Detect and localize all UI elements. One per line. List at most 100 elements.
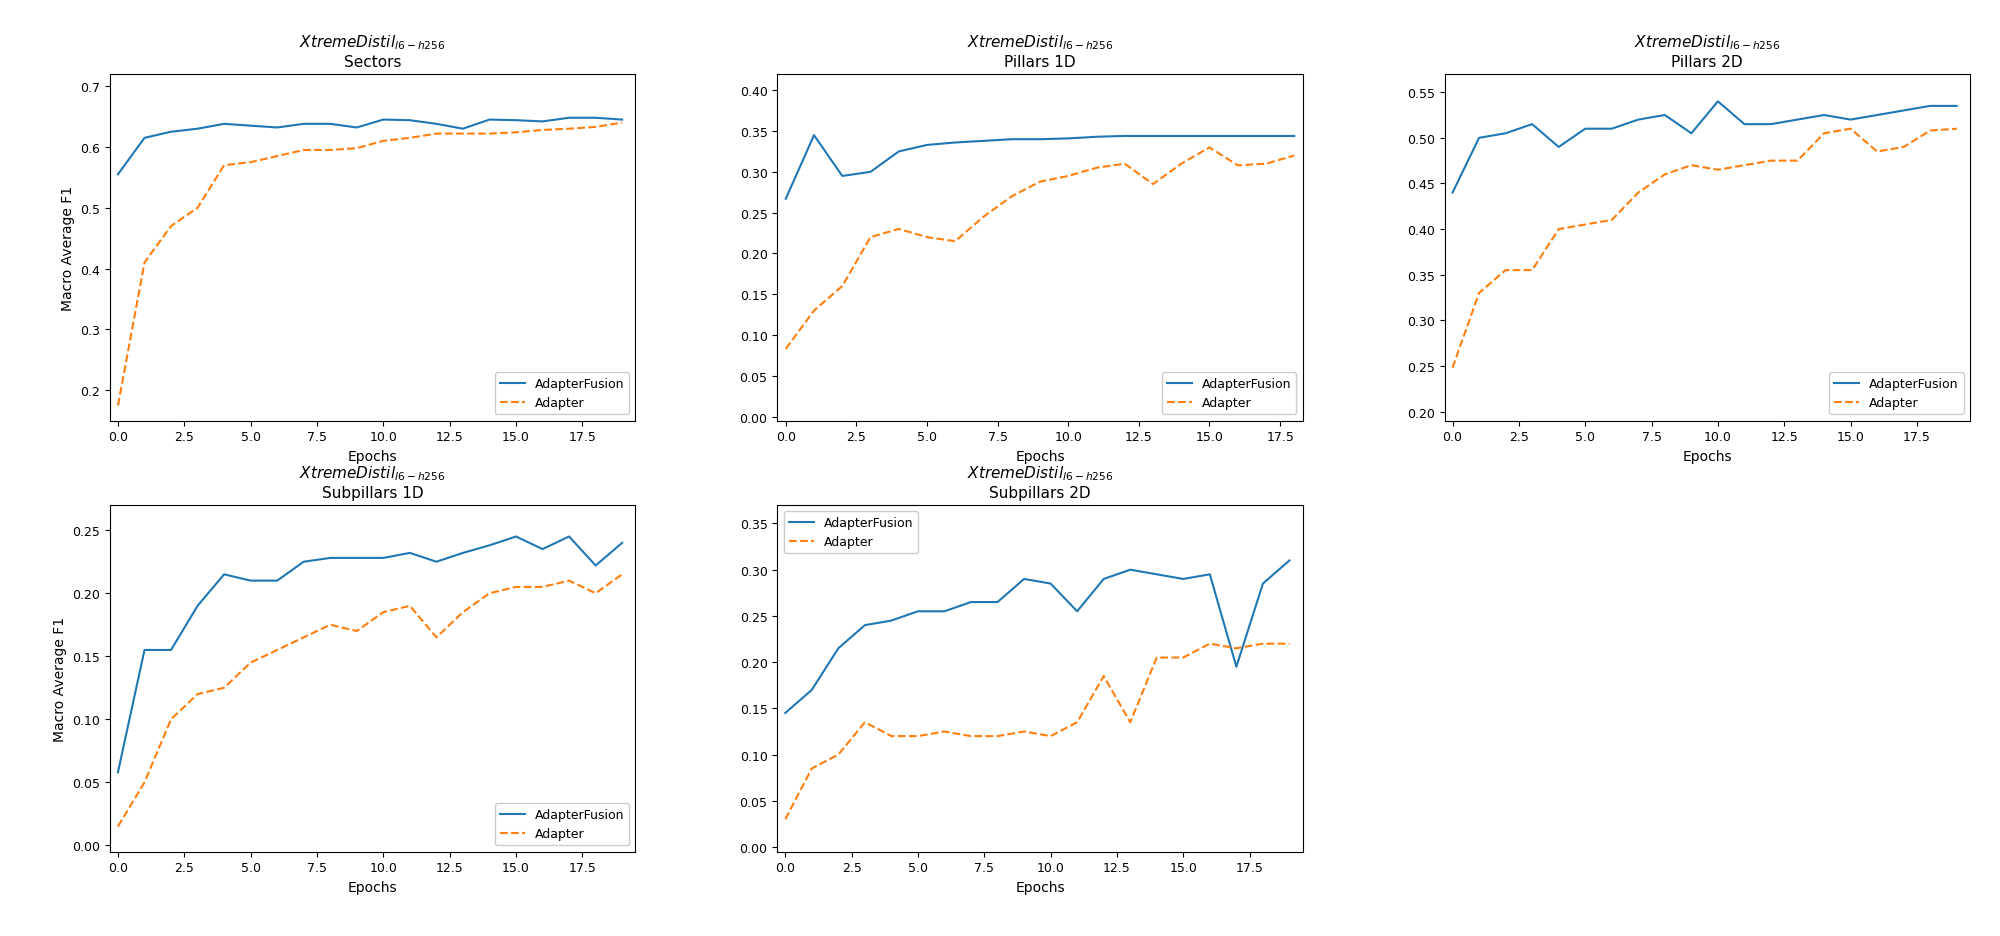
Adapter bbox=[1520, 265, 1544, 276]
X-axis label: Epochs: Epochs bbox=[348, 449, 398, 463]
Adapter bbox=[944, 236, 968, 247]
Adapter bbox=[1144, 652, 1168, 664]
AdapterFusion bbox=[830, 171, 854, 183]
Adapter bbox=[186, 689, 210, 700]
Adapter bbox=[972, 212, 996, 223]
Adapter bbox=[1000, 192, 1024, 203]
Adapter bbox=[504, 581, 528, 592]
Legend: AdapterFusion, Adapter: AdapterFusion, Adapter bbox=[1162, 373, 1296, 415]
Adapter bbox=[344, 626, 368, 637]
Line: AdapterFusion: AdapterFusion bbox=[1452, 102, 1956, 194]
Adapter bbox=[212, 682, 236, 694]
Line: AdapterFusion: AdapterFusion bbox=[118, 537, 622, 772]
AdapterFusion bbox=[424, 119, 448, 130]
AdapterFusion bbox=[292, 557, 316, 568]
Adapter bbox=[1838, 124, 1862, 135]
AdapterFusion bbox=[504, 532, 528, 543]
AdapterFusion bbox=[530, 117, 554, 128]
AdapterFusion bbox=[1198, 131, 1222, 142]
AdapterFusion bbox=[610, 115, 634, 126]
Adapter bbox=[292, 632, 316, 643]
Adapter bbox=[1170, 159, 1194, 170]
AdapterFusion bbox=[1012, 574, 1036, 585]
Legend: AdapterFusion, Adapter: AdapterFusion, Adapter bbox=[494, 373, 630, 415]
Adapter bbox=[1226, 161, 1250, 172]
Adapter bbox=[1254, 159, 1278, 170]
Adapter bbox=[372, 607, 396, 618]
Adapter bbox=[1084, 163, 1108, 174]
Adapter bbox=[186, 203, 210, 214]
AdapterFusion bbox=[610, 537, 634, 548]
AdapterFusion bbox=[160, 127, 184, 139]
Adapter bbox=[774, 813, 798, 825]
Adapter bbox=[800, 763, 824, 774]
Adapter bbox=[132, 777, 156, 788]
AdapterFusion bbox=[266, 576, 290, 587]
AdapterFusion bbox=[1600, 124, 1624, 135]
AdapterFusion bbox=[398, 548, 422, 559]
Adapter bbox=[1574, 220, 1598, 231]
Adapter bbox=[1224, 643, 1248, 654]
Adapter bbox=[852, 717, 876, 728]
Line: Adapter: Adapter bbox=[786, 148, 1294, 349]
Adapter bbox=[610, 569, 634, 580]
AdapterFusion bbox=[1918, 101, 1942, 112]
Adapter bbox=[584, 588, 608, 599]
Adapter bbox=[558, 124, 582, 135]
AdapterFusion bbox=[344, 553, 368, 564]
Adapter bbox=[318, 620, 342, 631]
AdapterFusion bbox=[424, 557, 448, 568]
AdapterFusion bbox=[372, 553, 396, 564]
Adapter bbox=[478, 588, 502, 599]
AdapterFusion bbox=[132, 645, 156, 656]
Title: $\mathit{XtremeDistil}_{l6-h256}$
Pillars 2D: $\mathit{XtremeDistil}_{l6-h256}$ Pillar… bbox=[1634, 34, 1780, 69]
AdapterFusion bbox=[1198, 569, 1222, 580]
AdapterFusion bbox=[1282, 131, 1306, 142]
Line: AdapterFusion: AdapterFusion bbox=[118, 119, 622, 175]
AdapterFusion bbox=[1144, 569, 1168, 580]
AdapterFusion bbox=[1520, 120, 1544, 131]
Adapter bbox=[1468, 288, 1492, 300]
Adapter bbox=[932, 726, 956, 738]
AdapterFusion bbox=[1944, 101, 1968, 112]
Adapter bbox=[398, 133, 422, 144]
Adapter bbox=[398, 601, 422, 612]
AdapterFusion bbox=[504, 115, 528, 126]
Adapter bbox=[266, 152, 290, 163]
Adapter bbox=[160, 221, 184, 232]
Adapter bbox=[106, 401, 130, 412]
AdapterFusion bbox=[852, 620, 876, 631]
AdapterFusion bbox=[800, 684, 824, 695]
AdapterFusion bbox=[212, 569, 236, 580]
Adapter bbox=[504, 127, 528, 139]
AdapterFusion bbox=[186, 124, 210, 135]
Adapter bbox=[1600, 215, 1624, 227]
Adapter bbox=[1732, 160, 1756, 171]
AdapterFusion bbox=[1680, 128, 1704, 139]
AdapterFusion bbox=[1038, 578, 1062, 590]
AdapterFusion bbox=[1066, 606, 1090, 617]
AdapterFusion bbox=[986, 597, 1010, 608]
Adapter bbox=[450, 607, 474, 618]
Adapter bbox=[1250, 638, 1274, 650]
AdapterFusion bbox=[826, 643, 850, 654]
Line: AdapterFusion: AdapterFusion bbox=[786, 136, 1294, 199]
Adapter bbox=[1198, 142, 1222, 154]
Legend: AdapterFusion, Adapter: AdapterFusion, Adapter bbox=[1830, 373, 1964, 415]
AdapterFusion bbox=[530, 544, 554, 555]
AdapterFusion bbox=[1812, 110, 1836, 122]
X-axis label: Epochs: Epochs bbox=[1682, 449, 1732, 463]
AdapterFusion bbox=[558, 532, 582, 543]
AdapterFusion bbox=[1626, 115, 1650, 126]
AdapterFusion bbox=[186, 601, 210, 612]
AdapterFusion bbox=[1250, 578, 1274, 590]
AdapterFusion bbox=[1866, 110, 1890, 122]
AdapterFusion bbox=[1092, 574, 1116, 585]
Adapter bbox=[880, 731, 904, 742]
Adapter bbox=[1494, 265, 1518, 276]
AdapterFusion bbox=[960, 597, 984, 608]
AdapterFusion bbox=[774, 708, 798, 719]
Adapter bbox=[906, 731, 930, 742]
Title: $\mathit{XtremeDistil}_{l6-h256}$
Pillars 1D: $\mathit{XtremeDistil}_{l6-h256}$ Pillar… bbox=[966, 34, 1114, 69]
Adapter bbox=[1056, 171, 1080, 183]
